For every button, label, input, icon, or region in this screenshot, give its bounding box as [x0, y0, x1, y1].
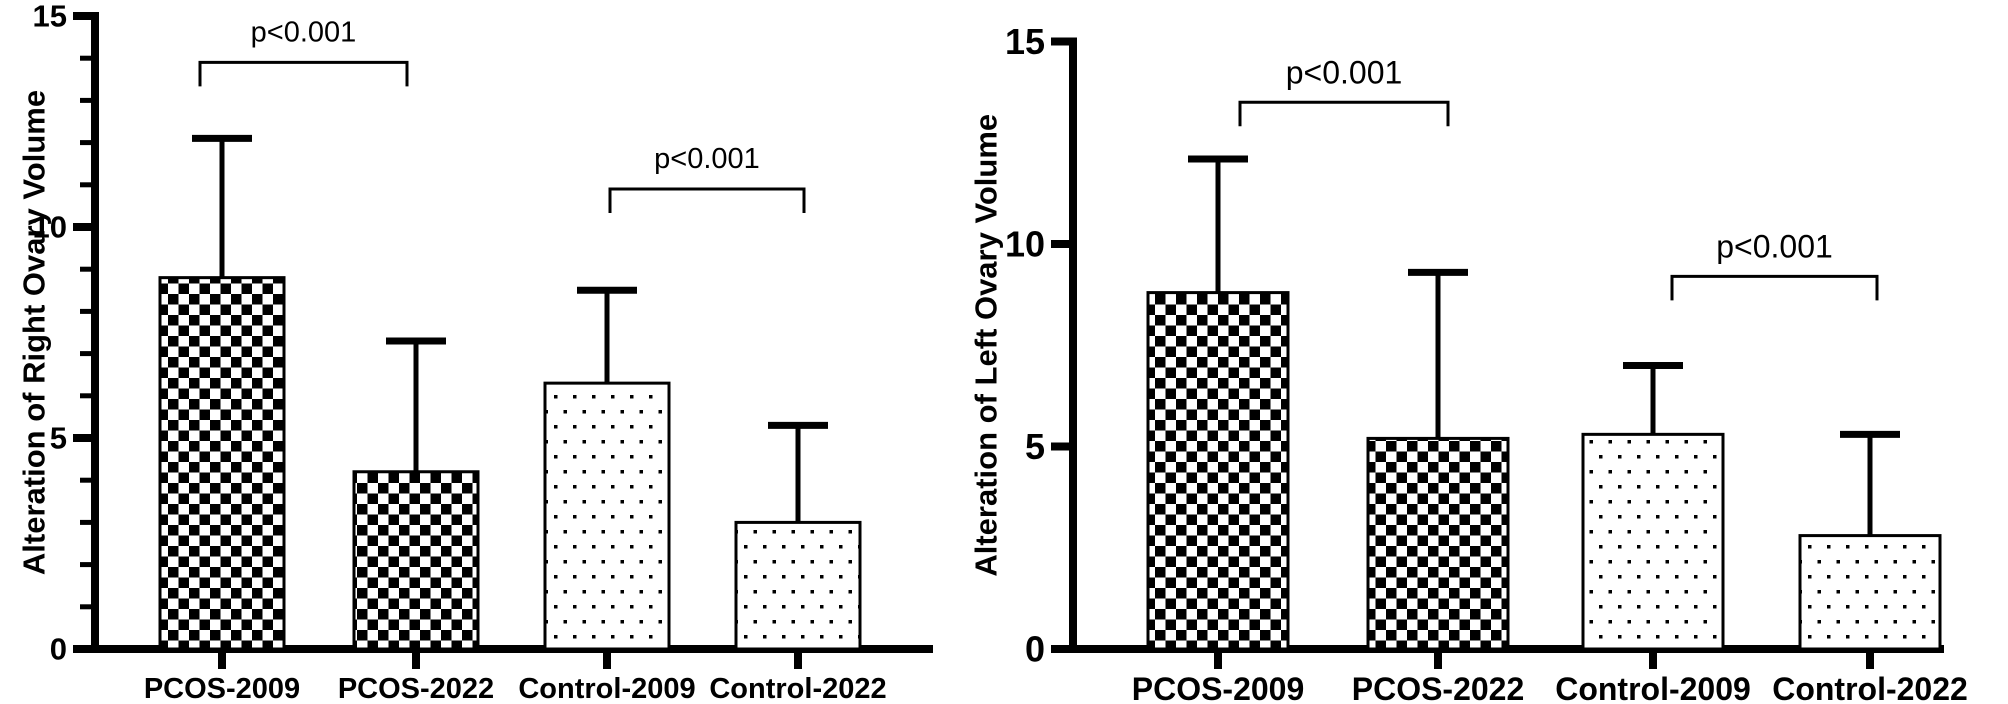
x-label-pcos-2022: PCOS-2022 [338, 673, 494, 704]
bar-pcos-2022 [352, 470, 480, 651]
bar-control-2009 [543, 381, 671, 651]
p-value-label: p<0.001 [251, 16, 357, 48]
y-tick-label: 5 [50, 421, 67, 456]
bar-control-2009 [1581, 432, 1725, 651]
significance-bracket [198, 60, 409, 87]
bar-control-2022 [1798, 534, 1942, 651]
y-axis-title: Alteration of Left Ovary Volume [969, 114, 1004, 577]
x-label-control-2009: Control-2009 [1555, 671, 1751, 704]
p-value-label: p<0.001 [1286, 54, 1403, 90]
y-tick-label: 15 [1005, 21, 1045, 62]
p-value-label: p<0.001 [654, 143, 760, 175]
bar-pcos-2009 [158, 276, 286, 651]
y-tick-label: 0 [1025, 629, 1045, 670]
significance-bracket [1238, 100, 1450, 127]
y-tick-label: 15 [33, 0, 67, 34]
y-tick-label: 10 [33, 210, 67, 245]
x-label-pcos-2022: PCOS-2022 [1352, 671, 1525, 704]
y-tick-label: 10 [1005, 224, 1045, 265]
bar-pcos-2009 [1146, 291, 1290, 651]
bar-control-2022 [734, 520, 862, 651]
x-label-control-2022: Control-2022 [1772, 671, 1968, 704]
p-value-label: p<0.001 [1716, 228, 1833, 264]
x-label-control-2009: Control-2009 [518, 673, 695, 704]
x-label-control-2022: Control-2022 [709, 673, 886, 704]
x-label-pcos-2009: PCOS-2009 [1132, 671, 1305, 704]
significance-bracket [1670, 274, 1879, 301]
y-tick-label: 0 [50, 632, 67, 667]
x-label-pcos-2009: PCOS-2009 [144, 673, 300, 704]
y-axis-title: Alteration of Right Ovary Volume [17, 90, 52, 575]
chart-left-ovary-volume: 0 5 10 15 Alteration of Left Ovary Volume PCO… [969, 21, 1968, 704]
significance-bracket [608, 187, 806, 214]
y-tick-label: 5 [1025, 426, 1045, 467]
chart-right-ovary-volume: 0 5 10 15 Alteration of Right Ovary Volume PC… [17, 0, 933, 704]
bar-pcos-2022 [1366, 436, 1510, 651]
